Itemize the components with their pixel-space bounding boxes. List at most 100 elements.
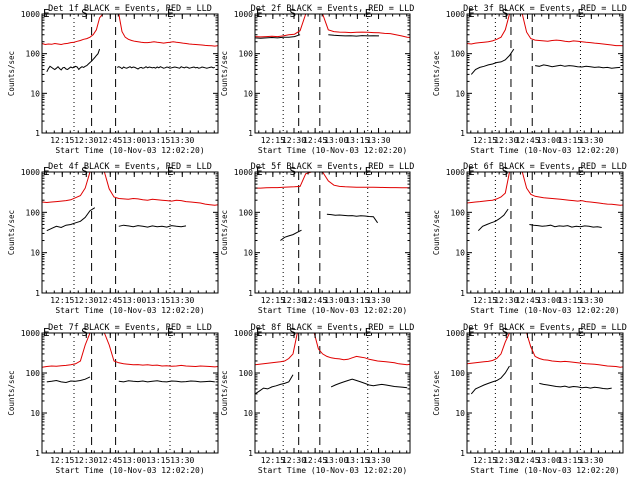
x-tick-label: 12:15 [261,456,285,465]
y-tick-label: 10 [30,409,40,418]
interval-marker-e: E [365,7,372,20]
series-events-line [280,229,302,241]
y-tick-label: 10 [243,89,253,98]
y-tick-label: 100 [451,208,466,217]
x-axis-label: Start Time (10-Nov-03 12:02:20) [55,146,204,155]
x-tick-label: 12:45 [515,456,539,465]
x-tick-label: 13:30 [366,456,390,465]
y-tick-label: 1000 [21,10,40,19]
x-tick-label: 13:30 [366,296,390,305]
series-lld-line [255,171,410,189]
x-tick-label: 12:15 [50,456,74,465]
x-tick-label: 13:30 [579,296,603,305]
interval-marker-e: E [167,7,174,20]
x-tick-label: 12:30 [74,456,98,465]
interval-marker-e: E [468,165,475,178]
y-tick-label: 1 [35,449,40,458]
interval-marker-e: E [256,326,263,339]
y-axis-label: Counts/sec [432,210,441,255]
y-tick-label: 1000 [234,329,253,338]
x-axis-label: Start Time (10-Nov-03 12:02:20) [470,466,619,475]
y-tick-label: 100 [451,369,466,378]
x-tick-label: 13:00 [537,456,561,465]
series-events-line [326,213,379,224]
x-tick-label: 13:30 [170,456,194,465]
panel-title: Det 1f BLACK = Events, RED = LLD [48,4,212,14]
series-events-line [46,48,101,73]
x-tick-label: 13:00 [537,296,561,305]
x-tick-label: 12:30 [282,456,306,465]
x-tick-label: 13:15 [558,296,582,305]
interval-marker-s: S [81,7,88,20]
series-lld-line [254,332,411,366]
series-events-line [477,208,509,232]
y-tick-label: 10 [455,249,465,258]
series-events-line [116,66,215,70]
x-tick-label: 13:00 [122,456,146,465]
interval-marker-s: S [502,7,509,20]
series-lld-line [466,332,624,368]
x-tick-label: 13:15 [345,136,369,145]
series-events-line [529,224,602,228]
y-tick-label: 1 [248,129,253,138]
interval-marker-s: S [502,165,509,178]
y-tick-label: 1 [460,289,465,298]
x-tick-label: 13:15 [146,456,170,465]
chart-panel-6: Det 6f BLACK = Events, RED = LLD 1 10 100 10… [432,162,627,315]
y-tick-label: 10 [455,89,465,98]
interval-marker-e: E [167,165,174,178]
panel-title: Det 8f BLACK = Events, RED = LLD [251,323,415,333]
interval-marker-s: S [290,7,297,20]
interval-marker-e: E [577,165,584,178]
y-tick-label: 100 [239,208,254,217]
x-tick-label: 13:00 [122,136,146,145]
y-tick-label: 10 [30,89,40,98]
x-tick-label: 12:15 [50,296,74,305]
x-tick-label: 13:00 [537,136,561,145]
x-tick-label: 13:15 [146,136,170,145]
panel-title: Det 4f BLACK = Events, RED = LLD [48,162,212,172]
x-tick-label: 13:30 [579,456,603,465]
x-tick-label: 12:45 [98,456,122,465]
x-tick-label: 13:15 [558,136,582,145]
interval-marker-s: S [290,326,297,339]
interval-marker-e: E [365,165,372,178]
x-tick-label: 12:30 [494,456,518,465]
interval-marker-e: E [43,165,50,178]
plot-frame [254,13,411,134]
series-events-line [46,376,91,384]
series-lld-line [41,13,219,47]
y-tick-label: 100 [239,50,254,59]
y-tick-label: 10 [455,409,465,418]
x-axis-label: Start Time (10-Nov-03 12:02:20) [55,306,204,315]
plot-frame [41,332,219,454]
panel-title: Det 9f BLACK = Events, RED = LLD [463,323,627,333]
y-tick-label: 100 [451,50,466,59]
series-events-line [46,207,96,232]
x-tick-label: 13:00 [122,296,146,305]
series-events-line [254,374,294,395]
x-tick-label: 12:30 [494,136,518,145]
x-axis-label: Start Time (10-Nov-03 12:02:20) [258,466,407,475]
interval-marker-s: S [502,326,509,339]
y-tick-label: 100 [26,208,41,217]
x-tick-label: 12:30 [74,296,98,305]
chart-panel-8: Det 8f BLACK = Events, RED = LLD 1 10 100 10… [220,323,414,475]
y-tick-label: 10 [243,409,253,418]
plot-frame [466,171,624,294]
x-tick-label: 13:30 [579,136,603,145]
interval-marker-e: E [468,326,475,339]
x-tick-label: 12:45 [515,296,539,305]
x-axis-label: Start Time (10-Nov-03 12:02:20) [470,306,619,315]
series-lld-line [41,332,219,368]
x-tick-label: 12:30 [494,296,518,305]
y-tick-label: 1 [248,289,253,298]
x-tick-label: 13:15 [146,296,170,305]
y-tick-label: 1000 [234,168,253,177]
x-tick-label: 12:15 [261,136,285,145]
x-tick-label: 13:30 [170,296,194,305]
y-axis-label: Counts/sec [220,370,229,415]
series-lld-line [254,13,411,38]
plot-frame [254,332,411,454]
